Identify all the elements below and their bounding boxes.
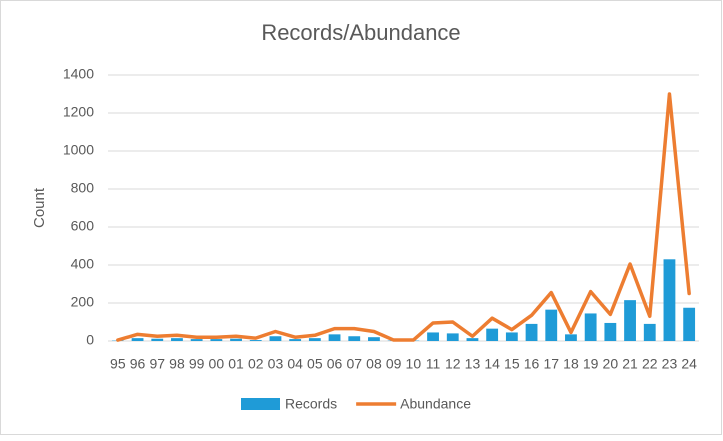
bar: [467, 338, 479, 341]
y-tick-label: 1200: [63, 104, 94, 120]
y-tick-label: 600: [71, 218, 95, 234]
x-tick-label: 05: [307, 356, 323, 372]
x-tick-label: 16: [524, 356, 540, 372]
y-tick-label: 400: [71, 256, 95, 272]
x-tick-label: 97: [149, 356, 165, 372]
x-tick-label: 17: [543, 356, 559, 372]
x-tick-label: 10: [406, 356, 422, 372]
x-tick-label: 24: [681, 356, 697, 372]
bar: [526, 324, 538, 341]
x-tick-label: 11: [426, 356, 441, 372]
x-tick-label: 95: [110, 356, 126, 372]
x-tick-label: 19: [583, 356, 599, 372]
legend-label: Abundance: [400, 396, 471, 412]
y-axis-label: Count: [31, 187, 48, 228]
x-tick-label: 13: [465, 356, 481, 372]
bar: [664, 259, 676, 341]
x-tick-label: 12: [445, 356, 461, 372]
x-tick-label: 09: [386, 356, 402, 372]
bar: [447, 333, 459, 341]
x-tick-label: 96: [130, 356, 146, 372]
bar: [545, 310, 557, 341]
bar: [309, 338, 321, 341]
chart-title: Records/Abundance: [261, 20, 460, 45]
bar: [604, 323, 616, 341]
bar: [644, 324, 656, 341]
legend-label: Records: [285, 396, 337, 412]
x-tick-label: 04: [287, 356, 303, 372]
x-tick-label: 00: [209, 356, 225, 372]
y-tick-label: 1400: [63, 66, 94, 82]
bar: [289, 339, 301, 341]
bar: [210, 339, 222, 341]
bar: [506, 332, 518, 341]
bar: [132, 338, 144, 341]
bar: [270, 336, 282, 341]
y-tick-label: 800: [71, 180, 95, 196]
x-tick-label: 18: [563, 356, 579, 372]
legend-swatch: [241, 398, 280, 410]
x-tick-label: 07: [346, 356, 362, 372]
x-tick-label: 98: [169, 356, 185, 372]
bar: [683, 308, 695, 341]
x-tick-label: 08: [366, 356, 382, 372]
bar: [486, 329, 498, 341]
bar: [585, 313, 597, 341]
y-tick-label: 200: [71, 294, 95, 310]
y-tick-label: 0: [86, 332, 94, 348]
bar: [151, 339, 163, 341]
bar: [171, 338, 183, 341]
x-tick-label: 23: [662, 356, 678, 372]
bar: [368, 337, 380, 341]
bar: [329, 334, 341, 341]
x-tick-label: 99: [189, 356, 205, 372]
x-tick-label: 03: [268, 356, 284, 372]
bar: [348, 336, 360, 341]
x-tick-label: 15: [504, 356, 520, 372]
x-tick-label: 21: [622, 356, 638, 372]
y-tick-label: 1000: [63, 142, 94, 158]
bar: [565, 334, 577, 341]
x-tick-label: 14: [484, 356, 500, 372]
bar: [250, 340, 262, 341]
x-tick-label: 22: [642, 356, 658, 372]
x-tick-label: 06: [327, 356, 343, 372]
x-tick-label: 01: [228, 356, 244, 372]
x-tick-label: 02: [248, 356, 264, 372]
bar: [427, 332, 439, 341]
bar: [624, 300, 636, 341]
bar: [191, 339, 203, 341]
x-tick-label: 20: [603, 356, 619, 372]
bar: [230, 339, 242, 341]
